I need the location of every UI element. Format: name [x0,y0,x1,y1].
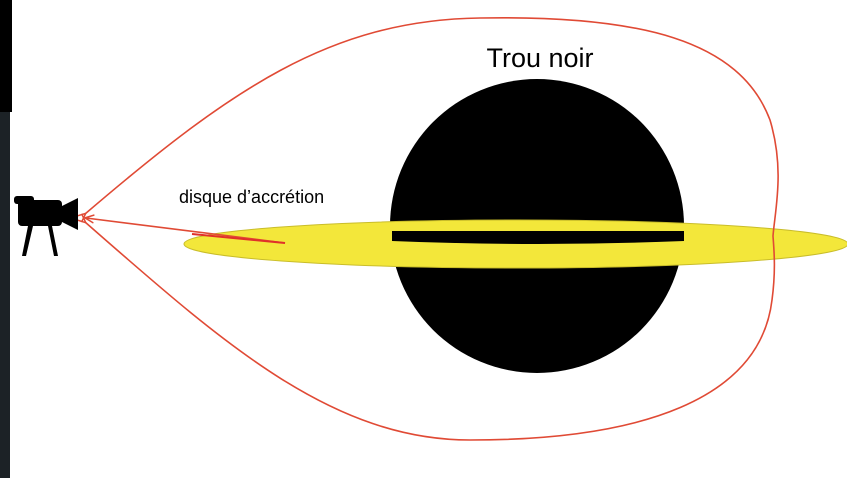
edge-strip [0,112,10,478]
accretion-disk [184,220,847,268]
disk-shadow [392,231,684,244]
page: Trou noir disque d’accrétion (() => { co… [0,0,847,478]
edge-strip [0,0,12,112]
disk-label: disque d’accrétion [179,187,324,207]
black-hole-label: Trou noir [486,43,593,73]
diagram: Trou noir disque d’accrétion [0,0,847,478]
